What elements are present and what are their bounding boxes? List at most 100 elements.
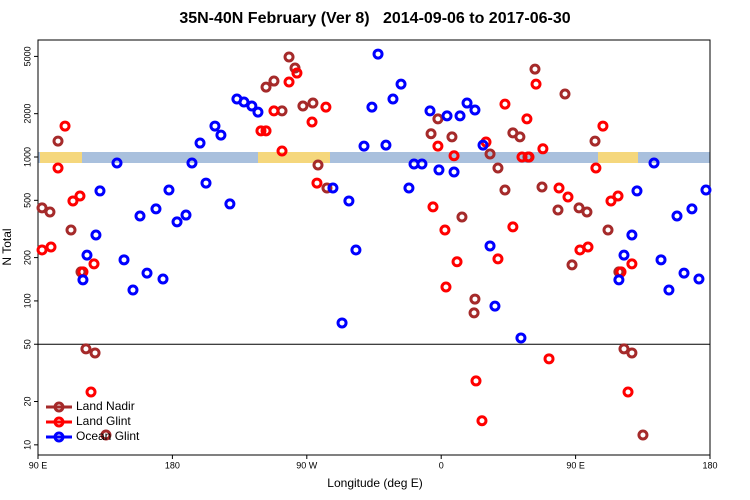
point [468,307,480,319]
point [451,256,463,268]
y-tick-label: 5000 [22,46,32,66]
y-tick-label: 20 [22,397,32,407]
x-tick-label: 0 [439,460,444,470]
point [589,135,601,147]
point [260,125,272,137]
point [581,206,593,218]
point [433,164,445,176]
point [626,258,638,270]
band-land [40,152,82,163]
point [276,145,288,157]
point [655,254,667,266]
point [582,241,594,253]
legend-label: Land Nadir [76,399,135,413]
point [439,224,451,236]
point [441,110,453,122]
point [215,129,227,141]
point [492,253,504,265]
point [552,204,564,216]
point [678,267,690,279]
point [327,182,339,194]
point [671,210,683,222]
point [456,211,468,223]
point [605,195,617,207]
x-tick-label: 180 [165,460,180,470]
y-tick-label: 100 [22,293,32,308]
point [507,221,519,233]
point [469,293,481,305]
point [306,116,318,128]
point [283,76,295,88]
point [529,63,541,75]
x-tick-label: 90 W [296,460,318,470]
point [403,182,415,194]
point [477,139,489,151]
point [118,254,130,266]
point [297,100,309,112]
point [321,182,333,194]
point [94,185,106,197]
point [312,159,324,171]
point [448,166,460,178]
point [536,181,548,193]
x-tick-label: 90 E [566,460,585,470]
point [77,274,89,286]
point [637,429,649,441]
point [372,48,384,60]
point [618,249,630,261]
point [194,137,206,149]
point [454,110,466,122]
point [448,150,460,162]
point [514,131,526,143]
chart-title: 35N-40N February (Ver 8) 2014-09-06 to 2… [179,10,570,27]
point [157,273,169,285]
point [530,78,542,90]
point [67,195,79,207]
point [268,75,280,87]
point [521,113,533,125]
point [566,259,578,271]
point [150,203,162,215]
point [180,209,192,221]
point [499,98,511,110]
point [90,229,102,241]
point [163,184,175,196]
point [622,386,634,398]
legend-label: Ocean Glint [76,429,140,443]
point [492,162,504,174]
y-tick-label: 50 [22,339,32,349]
point [432,113,444,125]
point [44,206,56,218]
point [648,157,660,169]
point [100,429,112,441]
point [81,249,93,261]
point [543,353,555,365]
point [612,190,624,202]
point [255,125,267,137]
surface-band [38,152,710,163]
point [693,273,705,285]
point [283,51,295,63]
point [80,343,92,355]
point [320,101,332,113]
point [141,267,153,279]
point [590,162,602,174]
band-land [598,152,638,163]
point [395,78,407,90]
point [65,224,77,236]
y-tick-label: 500 [22,193,32,208]
point [489,300,501,312]
point [336,317,348,329]
point [469,104,481,116]
point [515,332,527,344]
point [52,135,64,147]
point [350,244,362,256]
point [470,375,482,387]
point [209,120,221,132]
point [573,202,585,214]
x-tick-label: 90 E [29,460,48,470]
point [343,195,355,207]
point [252,106,264,118]
point [461,97,473,109]
